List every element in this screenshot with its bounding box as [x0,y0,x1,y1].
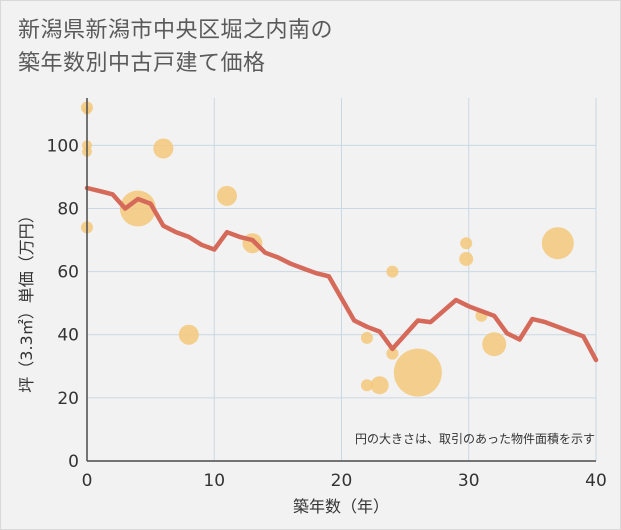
data-point-14 [386,347,399,360]
data-point-6 [153,138,174,159]
title-line-1: 新潟県新潟市中央区堀之内南の [18,18,334,43]
y-ticks: 0 20 40 60 80 100 [47,136,79,472]
y-tick-label: 40 [57,326,79,346]
x-tick-label: 20 [331,471,353,491]
x-tick-label: 30 [458,471,480,491]
x-axis-label: 築年数（年） [293,497,389,516]
y-tick-label: 0 [68,452,79,472]
title-line-2: 築年数別中古戸建て価格 [18,51,266,76]
data-point-15 [393,348,442,397]
data-point-8 [216,185,237,206]
data-point-10 [360,331,373,344]
data-point-12 [370,376,389,395]
y-tick-label: 20 [57,389,79,409]
y-tick-label: 80 [57,199,79,219]
data-point-17 [459,251,474,266]
data-point-11 [360,379,373,392]
x-ticks: 0 10 20 30 40 [82,471,607,491]
x-tick-label: 10 [203,471,225,491]
y-tick-label: 60 [57,263,79,283]
trend-line [84,185,599,363]
x-tick-label: 40 [585,471,607,491]
data-point-13 [386,265,399,278]
data-point-5 [119,190,156,227]
data-point-19 [482,332,507,357]
data-point-16 [460,237,473,250]
axes [86,98,596,462]
y-tick-label: 100 [47,136,79,156]
y-axis-label: 坪（3.3㎡）単価（万円） [17,207,36,392]
x-tick-label: 0 [82,471,93,491]
data-point-7 [178,324,199,345]
size-note: 円の大きさは、取引のあった物件面積を示す [355,431,595,446]
data-point-20 [541,227,574,260]
chart-title: 新潟県新潟市中央区堀之内南の 築年数別中古戸建て価格 [18,14,333,80]
